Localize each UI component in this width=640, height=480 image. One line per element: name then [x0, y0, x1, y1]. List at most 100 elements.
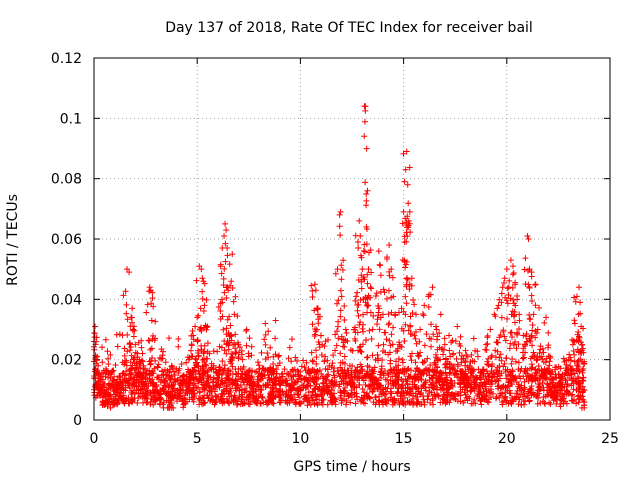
data-point	[416, 338, 423, 345]
data-point	[361, 118, 368, 125]
data-point	[227, 385, 234, 392]
data-point	[281, 366, 288, 373]
data-point	[452, 367, 459, 374]
data-point	[309, 321, 316, 328]
data-point	[127, 371, 134, 378]
data-point	[566, 375, 573, 382]
data-point	[507, 376, 514, 383]
data-point	[426, 388, 433, 395]
data-point	[528, 392, 535, 399]
data-point	[304, 396, 311, 403]
data-point	[434, 333, 441, 340]
data-point	[274, 362, 281, 369]
data-point	[371, 364, 378, 371]
plot-frame	[93, 57, 611, 421]
data-point	[578, 341, 585, 348]
data-point	[440, 351, 447, 358]
data-point	[222, 240, 229, 247]
data-point	[403, 281, 410, 288]
data-point	[162, 359, 169, 366]
data-point	[217, 380, 224, 387]
data-point	[577, 383, 584, 390]
data-point	[444, 364, 451, 371]
data-point	[166, 404, 173, 411]
data-point	[228, 278, 235, 285]
data-point	[369, 326, 376, 333]
data-point	[223, 331, 230, 338]
data-point	[100, 367, 107, 374]
data-point	[363, 241, 370, 248]
data-point	[566, 351, 573, 358]
data-point	[255, 378, 262, 385]
data-point	[115, 396, 122, 403]
data-point	[269, 400, 276, 407]
data-point	[188, 387, 195, 394]
data-point	[175, 369, 182, 376]
data-point	[330, 352, 337, 359]
data-point	[199, 288, 206, 295]
data-point	[241, 387, 248, 394]
data-point	[265, 328, 272, 335]
data-point	[557, 403, 564, 410]
data-point	[488, 380, 495, 387]
data-point	[126, 347, 133, 354]
data-point	[407, 331, 414, 338]
data-point	[407, 386, 414, 393]
data-point	[399, 359, 406, 366]
data-point	[358, 349, 365, 356]
data-point	[302, 367, 309, 374]
data-point	[285, 355, 292, 362]
data-point	[335, 335, 342, 342]
data-point	[203, 355, 210, 362]
data-point	[540, 393, 547, 400]
data-point	[512, 339, 519, 346]
data-point	[498, 299, 505, 306]
data-point	[522, 365, 529, 372]
x-axis-label: GPS time / hours	[293, 459, 410, 475]
data-point	[452, 338, 459, 345]
data-point	[442, 400, 449, 407]
data-point	[139, 381, 146, 388]
data-point	[386, 320, 393, 327]
data-point	[321, 343, 328, 350]
data-point	[139, 390, 146, 397]
data-point	[515, 359, 522, 366]
data-point	[160, 399, 167, 406]
data-point	[377, 314, 384, 321]
data-point	[505, 284, 512, 291]
data-point	[142, 392, 149, 399]
data-point	[314, 306, 321, 313]
data-point	[382, 384, 389, 391]
data-point	[124, 331, 131, 338]
data-point	[337, 208, 344, 215]
data-point	[410, 392, 417, 399]
data-point	[494, 339, 501, 346]
data-point	[459, 368, 466, 375]
data-point	[381, 391, 388, 398]
data-point	[171, 371, 178, 378]
data-point	[446, 385, 453, 392]
data-point	[233, 371, 240, 378]
data-point	[304, 395, 311, 402]
data-point	[510, 300, 517, 307]
data-point	[557, 365, 564, 372]
x-tick-label: 15	[395, 431, 413, 447]
data-point	[439, 378, 446, 385]
data-point	[143, 371, 150, 378]
data-point	[547, 387, 554, 394]
data-point	[121, 361, 128, 368]
data-point	[449, 383, 456, 390]
data-point	[132, 389, 139, 396]
data-point	[298, 363, 305, 370]
data-point	[424, 396, 431, 403]
data-point	[522, 398, 529, 405]
data-point	[105, 370, 112, 377]
data-point	[478, 401, 485, 408]
data-point	[190, 336, 197, 343]
data-point	[526, 311, 533, 318]
data-point	[404, 377, 411, 384]
data-point	[214, 393, 221, 400]
data-point	[220, 275, 227, 282]
data-point	[405, 200, 412, 207]
data-point	[198, 266, 205, 273]
